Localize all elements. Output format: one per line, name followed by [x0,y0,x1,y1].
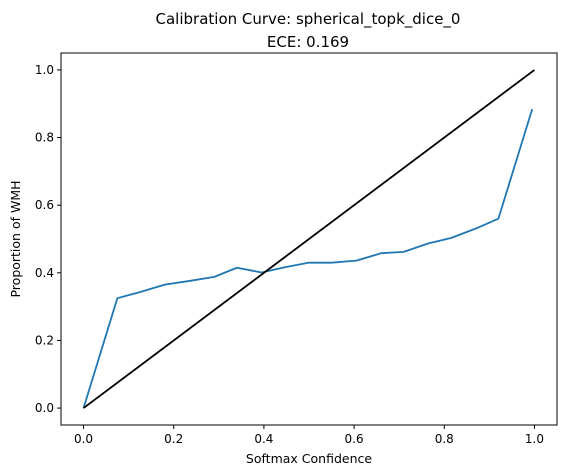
series-layer [82,69,535,409]
y-tick-label: 0.8 [35,131,54,145]
y-tick-label: 0.6 [35,198,54,212]
y-axis: 0.0 0.2 0.4 0.6 0.8 1.0 [35,63,61,415]
chart-title: Calibration Curve: spherical_topk_dice_0 [156,10,461,29]
y-tick-label: 0.4 [35,266,54,280]
x-tick-label: 1.0 [525,432,544,446]
x-tick-label: 0.0 [74,432,93,446]
chart-subtitle: ECE: 0.169 [267,33,349,51]
calibration-series-line [82,108,534,409]
y-tick-label: 0.0 [35,401,54,415]
plot-frame [60,52,558,426]
x-tick-label: 0.8 [435,432,454,446]
x-axis-label: Softmax Confidence [246,451,372,466]
y-tick-label: 1.0 [35,63,54,77]
x-axis: 0.0 0.2 0.4 0.6 0.8 1.0 [74,425,544,446]
y-tick-label: 0.2 [35,333,54,347]
x-tick-label: 0.4 [254,432,273,446]
y-axis-label: Proportion of WMH [8,180,23,297]
x-tick-label: 0.6 [345,432,364,446]
x-tick-label: 0.2 [164,432,183,446]
perfect-calibration-line [83,69,535,409]
